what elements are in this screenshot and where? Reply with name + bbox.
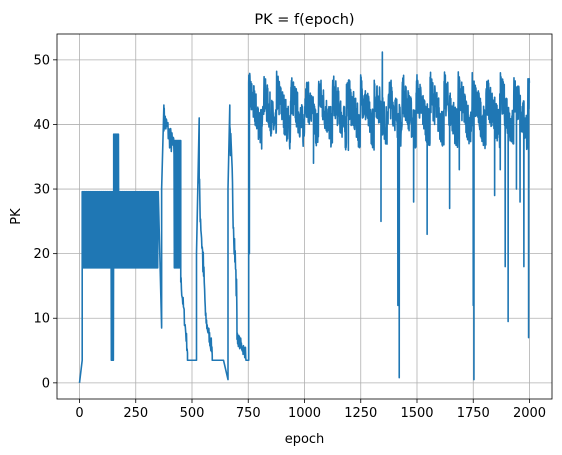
y-tick-label: 30 xyxy=(33,183,50,198)
x-tick-label: 1500 xyxy=(400,406,433,421)
y-tick-label: 20 xyxy=(33,247,50,262)
x-tick-label: 0 xyxy=(75,406,83,421)
x-tick-label: 750 xyxy=(236,406,261,421)
x-tick-label: 1250 xyxy=(344,406,377,421)
x-tick-label: 1000 xyxy=(288,406,321,421)
x-axis: 0 250 500 750 1000 1250 1500 1750 2000 xyxy=(75,399,546,421)
y-axis: 0 10 20 30 40 50 xyxy=(33,53,57,391)
chart-title: PK = f(epoch) xyxy=(254,12,354,28)
y-tick-label: 40 xyxy=(33,118,50,133)
x-tick-label: 1750 xyxy=(457,406,490,421)
x-tick-label: 250 xyxy=(123,406,148,421)
x-axis-label: epoch xyxy=(285,432,325,447)
x-tick-label: 500 xyxy=(180,406,205,421)
y-tick-label: 10 xyxy=(33,312,50,327)
y-tick-label: 50 xyxy=(33,53,50,68)
y-axis-label: PK xyxy=(9,208,24,225)
x-tick-label: 2000 xyxy=(513,406,546,421)
y-tick-label: 0 xyxy=(42,376,50,391)
